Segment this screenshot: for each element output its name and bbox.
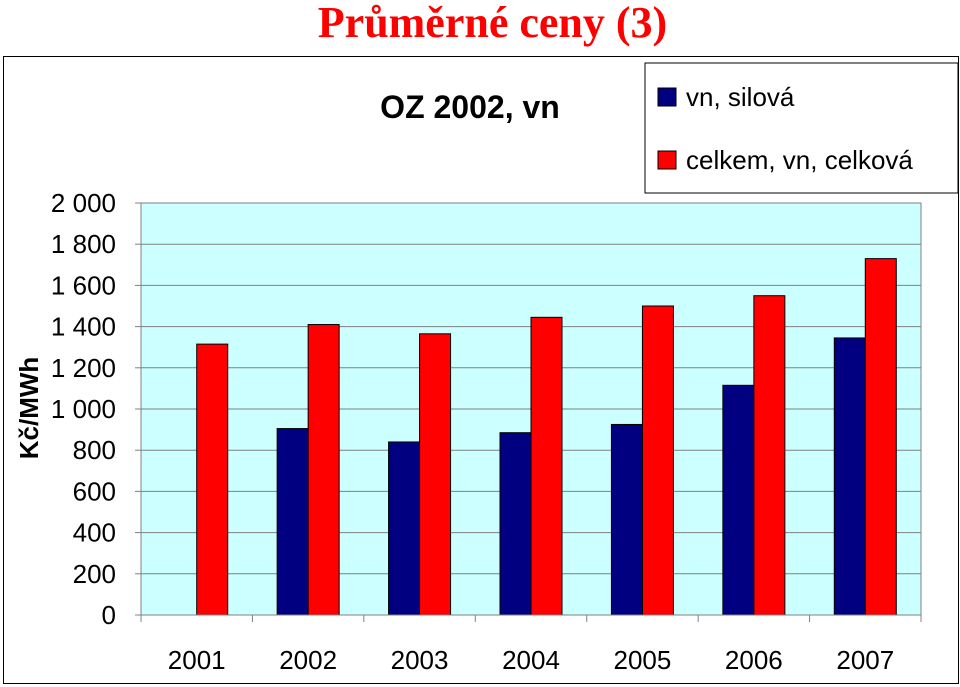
legend-swatch — [657, 87, 677, 107]
x-tick-label: 2001 — [168, 645, 226, 675]
x-tick-label: 2006 — [725, 645, 783, 675]
legend-swatch — [657, 150, 677, 170]
legend-label: vn, silová — [686, 82, 795, 112]
bar-silova-2005 — [610, 423, 643, 616]
bar-silova-2002 — [276, 428, 309, 616]
y-tick-label: 0 — [102, 600, 116, 630]
bar-silova-2003 — [388, 441, 421, 616]
y-tick-label: 600 — [73, 476, 116, 506]
y-tick-label: 1 200 — [51, 353, 116, 383]
y-tick-label: 1 400 — [51, 312, 116, 342]
y-tick-label: 400 — [73, 518, 116, 548]
x-tick-label: 2007 — [836, 645, 894, 675]
legend-box — [644, 62, 959, 194]
bar-celkova-2003 — [419, 333, 452, 616]
bar-silova-2004 — [499, 432, 532, 616]
x-axis-ticks: 2001 2002 2003 2004 2005 2006 2007 — [140, 614, 922, 675]
y-axis-label: Kč/MWh — [14, 357, 44, 460]
bar-celkova-2004 — [530, 316, 563, 616]
x-tick-label: 2004 — [502, 645, 560, 675]
y-tick-label: 1 800 — [51, 229, 116, 259]
x-tick-label: 2005 — [614, 645, 672, 675]
chart-title: OZ 2002, vn — [380, 89, 560, 125]
x-tick-label: 2002 — [279, 645, 337, 675]
y-tick-label: 1 000 — [51, 394, 116, 424]
legend-label: celkem, vn, celková — [686, 145, 913, 175]
bar-celkova-2006 — [753, 295, 786, 616]
bar-silova-2006 — [722, 384, 755, 616]
bars — [196, 258, 897, 616]
y-tick-label: 2 000 — [51, 188, 116, 218]
bar-celkova-2001 — [196, 343, 229, 616]
bar-celkova-2007 — [864, 258, 897, 616]
y-tick-label: 800 — [73, 435, 116, 465]
legend: vn, silová celkem, vn, celková — [644, 62, 959, 194]
page-title: Průměrné ceny (3) — [317, 0, 668, 47]
chart-frame — [3, 56, 959, 684]
x-tick-label: 2003 — [391, 645, 449, 675]
y-axis-ticks: 0 200 400 600 800 1 000 1 200 1 400 1 600 1 800 2 … — [51, 188, 141, 630]
bar-celkova-2005 — [641, 305, 674, 616]
y-tick-label: 200 — [73, 559, 116, 589]
bar-celkova-2002 — [307, 324, 340, 616]
bar-silova-2007 — [833, 337, 866, 616]
y-tick-label: 1 600 — [51, 270, 116, 300]
